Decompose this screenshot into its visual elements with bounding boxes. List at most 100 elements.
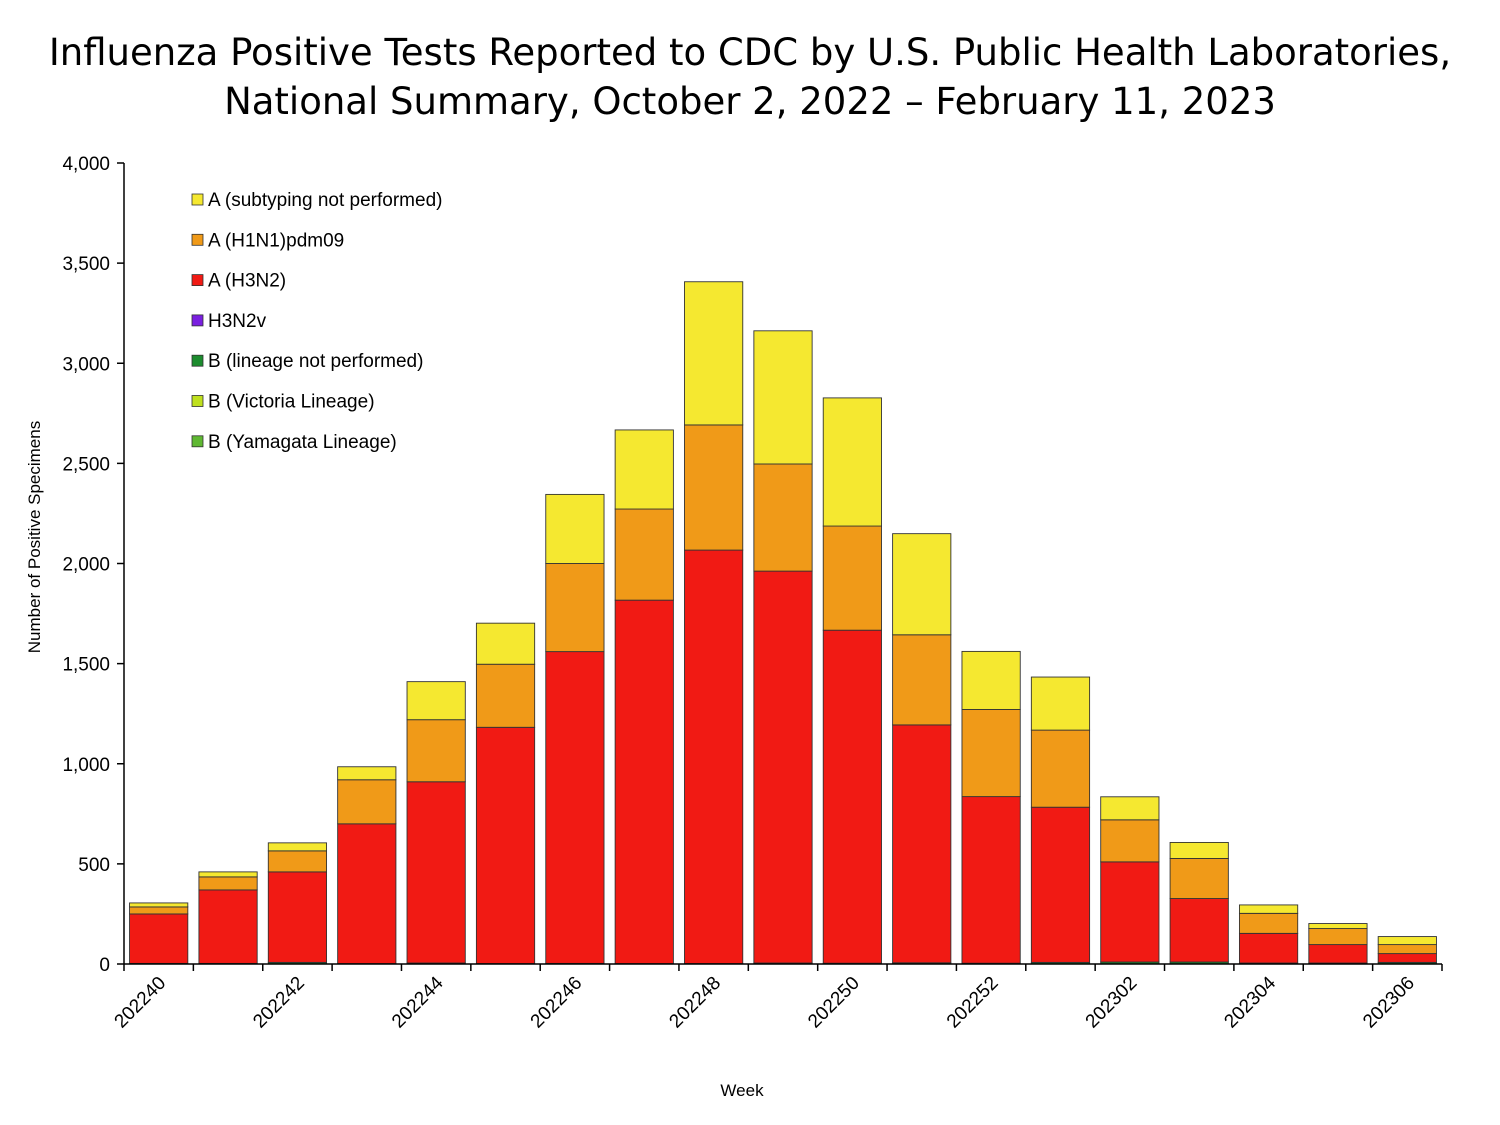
- bar-segment: [961, 650, 1021, 710]
- bar-stack-202250: [822, 397, 882, 965]
- bar-segment: [1308, 944, 1368, 964]
- bar-segment: [1169, 898, 1229, 963]
- y-tick-label: 3,500: [62, 254, 110, 275]
- bar-segment: [1238, 904, 1299, 914]
- bar-segment: [129, 902, 189, 908]
- bar-segment: [1030, 676, 1091, 731]
- y-axis-ticks: 0 500 1,000 1,500 2,000 2,500 3,000 3,500 4,000: [62, 154, 124, 976]
- legend: A (subtyping not performed) A (H1N1)pdm09…: [191, 190, 442, 453]
- bar-segment: [892, 724, 952, 964]
- bar-stack-202301: [1030, 676, 1091, 965]
- legend-swatch: [191, 233, 204, 246]
- x-tick-label: 202244: [388, 972, 448, 1032]
- bar-segment: [198, 876, 258, 891]
- bar-stacks: [129, 281, 1437, 965]
- bar-segment: [753, 330, 813, 465]
- bar-segment: [614, 429, 674, 510]
- bar-segment: [753, 463, 813, 572]
- bar-segment: [1100, 796, 1160, 821]
- bar-segment: [1238, 932, 1299, 964]
- bar-segment: [1100, 861, 1160, 963]
- bar-segment: [1308, 928, 1368, 946]
- bar-segment: [545, 493, 605, 564]
- bar-segment: [822, 525, 882, 631]
- bar-stack-202249: [753, 330, 813, 965]
- bar-segment: [198, 871, 258, 878]
- chart-title: Influenza Positive Tests Reported to CDC…: [0, 28, 1500, 126]
- legend-item: A (H1N1)pdm09: [191, 230, 344, 251]
- bar-segment: [1100, 819, 1160, 863]
- bar-segment: [267, 842, 328, 852]
- bar-stack-202306: [1377, 936, 1437, 965]
- bar-segment: [475, 663, 536, 728]
- bar-segment: [753, 570, 813, 964]
- legend-label: B (Victoria Lineage): [208, 392, 375, 413]
- bar-stack-202244: [406, 681, 466, 965]
- y-axis-label: Number of Positive Specimens: [25, 421, 44, 653]
- bar-stack-202242: [267, 842, 328, 965]
- y-tick-label: 2,500: [62, 454, 110, 475]
- bar-stack-202303: [1169, 841, 1229, 965]
- x-axis-ticks: 202240 202242 202244 202246 202248 202250 2022…: [111, 964, 1443, 1033]
- y-tick-label: 0: [99, 955, 110, 976]
- y-tick-label: 2,000: [62, 555, 110, 576]
- bar-stack-202252: [961, 650, 1021, 965]
- bar-segment: [614, 599, 674, 965]
- bar-segment: [198, 889, 258, 964]
- bar-segment: [684, 281, 744, 426]
- bar-segment: [1169, 841, 1229, 859]
- bar-segment: [337, 823, 397, 965]
- x-axis-label: Week: [720, 1081, 764, 1100]
- legend-swatch: [191, 354, 204, 367]
- x-tick-label: 202302: [1082, 973, 1142, 1033]
- bar-stack-202240: [129, 902, 189, 965]
- axes: [123, 163, 1442, 965]
- legend-item: A (H3N2): [191, 271, 286, 292]
- bar-segment: [337, 766, 397, 781]
- legend-item: B (Yamagata Lineage): [191, 432, 397, 453]
- bar-segment: [545, 651, 605, 964]
- legend-label: A (subtyping not performed): [208, 190, 442, 211]
- x-tick-label: 202246: [527, 973, 587, 1033]
- legend-swatch: [191, 274, 204, 287]
- bar-segment: [1238, 912, 1299, 934]
- bar-segment: [406, 781, 466, 964]
- y-tick-label: 4,000: [62, 154, 110, 175]
- legend-swatch: [191, 435, 204, 448]
- y-tick-label: 1,000: [62, 755, 110, 776]
- x-tick-label: 202248: [665, 973, 725, 1033]
- bar-stack-202304: [1238, 904, 1299, 965]
- bar-segment: [1377, 936, 1437, 946]
- bar-stack-202248: [684, 281, 744, 965]
- bar-stack-202247: [614, 429, 674, 965]
- bar-segment: [129, 913, 189, 964]
- bar-segment: [475, 622, 536, 665]
- bar-segment: [1169, 858, 1229, 899]
- legend-swatch: [191, 314, 204, 327]
- x-tick-label: 202306: [1359, 973, 1419, 1033]
- bar-stack-202251: [892, 533, 952, 965]
- bar-segment: [1308, 923, 1368, 930]
- legend-label: A (H1N1)pdm09: [208, 230, 344, 251]
- y-tick-label: 1,500: [62, 655, 110, 676]
- bar-segment: [892, 634, 952, 726]
- bar-segment: [892, 533, 952, 636]
- chart-title-line-2: National Summary, October 2, 2022 – Febr…: [224, 80, 1276, 123]
- chart-title-line-1: Influenza Positive Tests Reported to CDC…: [48, 31, 1452, 74]
- legend-label: A (H3N2): [208, 271, 286, 292]
- y-tick-label: 3,000: [62, 354, 110, 375]
- x-tick-label: 202240: [111, 973, 171, 1033]
- legend-item: A (subtyping not performed): [191, 190, 442, 211]
- x-tick-label: 202242: [249, 973, 309, 1033]
- bar-stack-202245: [475, 622, 536, 965]
- bar-segment: [684, 549, 744, 965]
- legend-swatch: [191, 395, 204, 407]
- bar-stack-202243: [337, 766, 397, 965]
- bar-stack-202302: [1100, 796, 1160, 965]
- bar-segment: [1030, 729, 1091, 808]
- bar-segment: [1377, 953, 1437, 963]
- bar-stack-202241: [198, 871, 258, 965]
- bar-segment: [822, 397, 882, 527]
- bar-segment: [337, 779, 397, 825]
